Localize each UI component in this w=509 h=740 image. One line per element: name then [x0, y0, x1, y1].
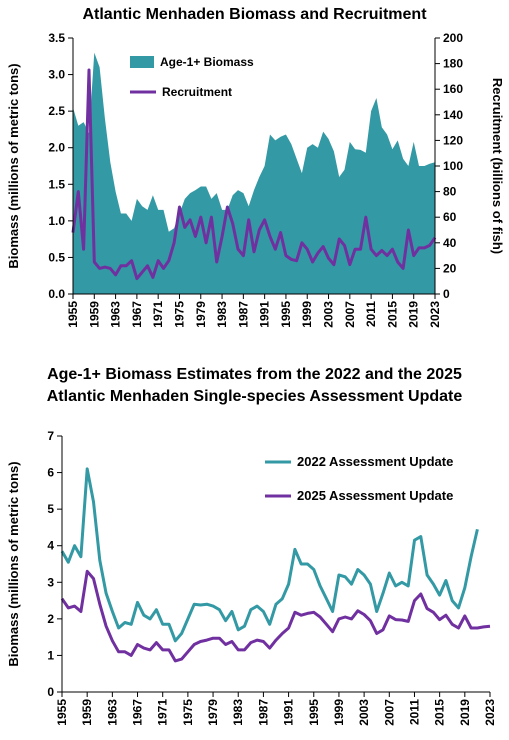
- legend-label: Age-1+ Biomass: [160, 55, 254, 69]
- x-tick-label: 2019: [407, 301, 421, 328]
- x-tick-label: 2023: [428, 301, 442, 328]
- x-tick-label: 1987: [256, 699, 270, 726]
- x-tick-label: 1979: [194, 301, 208, 328]
- x-tick-label: 1995: [307, 699, 321, 726]
- legend-label: 2025 Assessment Update: [297, 488, 453, 503]
- y2-tick-label: 100: [443, 159, 463, 173]
- y-tick-label: 3.5: [48, 31, 65, 45]
- x-tick-label: 2003: [322, 301, 336, 328]
- y-tick-label: 2.0: [48, 141, 65, 155]
- x-tick-label: 1967: [130, 301, 144, 328]
- line: [71, 68, 437, 281]
- legend-label: Recruitment: [162, 85, 232, 99]
- y-tick-label: 1: [47, 648, 54, 662]
- y2-tick-label: 60: [443, 210, 457, 224]
- y-tick-label: 1.0: [48, 214, 65, 228]
- y-tick-label: 0: [47, 685, 54, 699]
- x-tick-label: 1991: [282, 699, 296, 726]
- x-tick-label: 1955: [55, 699, 69, 726]
- x-tick-label: 2015: [433, 699, 447, 726]
- y-tick-label: 3: [47, 575, 54, 589]
- y-tick-label: 0.5: [48, 250, 65, 264]
- y-tick-label: 7: [47, 429, 54, 443]
- x-tick-label: 1995: [279, 301, 293, 328]
- x-tick-label: 2015: [385, 301, 399, 328]
- chart-title: Atlantic Menhaden Biomass and Recruitmen…: [82, 6, 427, 23]
- x-tick-label: 2011: [407, 699, 421, 725]
- y-tick-label: 4: [47, 539, 54, 553]
- y-axis-label: Biomass (millions of metric tons): [6, 461, 21, 666]
- x-tick-label: 1987: [236, 301, 250, 328]
- x-tick-label: 1967: [131, 699, 145, 726]
- legend-label: 2022 Assessment Update: [297, 454, 453, 469]
- x-tick-label: 1971: [156, 699, 170, 726]
- line: [60, 569, 491, 663]
- y2-tick-label: 20: [443, 261, 457, 275]
- y2-tick-label: 200: [443, 31, 463, 45]
- x-tick-label: 1971: [151, 301, 165, 328]
- x-tick-label: 1983: [215, 301, 229, 328]
- area: [73, 52, 435, 294]
- chart-title: Age-1+ Biomass Estimates from the 2022 a…: [46, 366, 463, 405]
- x-tick-label: 1991: [258, 301, 272, 328]
- x-tick-label: 2007: [382, 699, 396, 726]
- y-axis-label: Biomass (millions of metric tons): [6, 63, 21, 268]
- y2-tick-label: 140: [443, 108, 463, 122]
- x-tick-label: 1983: [231, 699, 245, 726]
- x-tick-label: 2019: [458, 699, 472, 726]
- y-tick-label: 1.5: [48, 177, 65, 191]
- x-tick-label: 2007: [343, 301, 357, 328]
- y2-tick-label: 0: [443, 287, 450, 301]
- y-tick-label: 3.0: [48, 68, 65, 82]
- x-tick-label: 1975: [172, 301, 186, 328]
- line: [60, 467, 479, 643]
- y-tick-label: 2: [47, 612, 54, 626]
- y2-tick-label: 40: [443, 236, 457, 250]
- x-tick-label: 1999: [300, 301, 314, 328]
- legend-swatch: [130, 56, 154, 68]
- y-tick-label: 5: [47, 502, 54, 516]
- x-tick-label: 1955: [66, 301, 80, 328]
- y2-tick-label: 80: [443, 185, 457, 199]
- x-tick-label: 2023: [483, 699, 497, 726]
- x-tick-label: 2011: [364, 301, 378, 327]
- y-tick-label: 0.0: [48, 287, 65, 301]
- x-tick-label: 1959: [80, 699, 94, 726]
- y2-tick-label: 160: [443, 82, 463, 96]
- y2-tick-label: 180: [443, 57, 463, 71]
- x-tick-label: 1959: [87, 301, 101, 328]
- x-tick-label: 1963: [105, 699, 119, 726]
- y2-axis-label: Recruitment (billions of fish): [490, 78, 505, 254]
- y2-tick-label: 120: [443, 133, 463, 147]
- y-tick-label: 6: [47, 466, 54, 480]
- x-tick-label: 1999: [332, 699, 346, 726]
- x-tick-label: 2003: [357, 699, 371, 726]
- x-tick-label: 1979: [206, 699, 220, 726]
- y-tick-label: 2.5: [48, 104, 65, 118]
- x-tick-label: 1963: [109, 301, 123, 328]
- x-tick-label: 1975: [181, 699, 195, 726]
